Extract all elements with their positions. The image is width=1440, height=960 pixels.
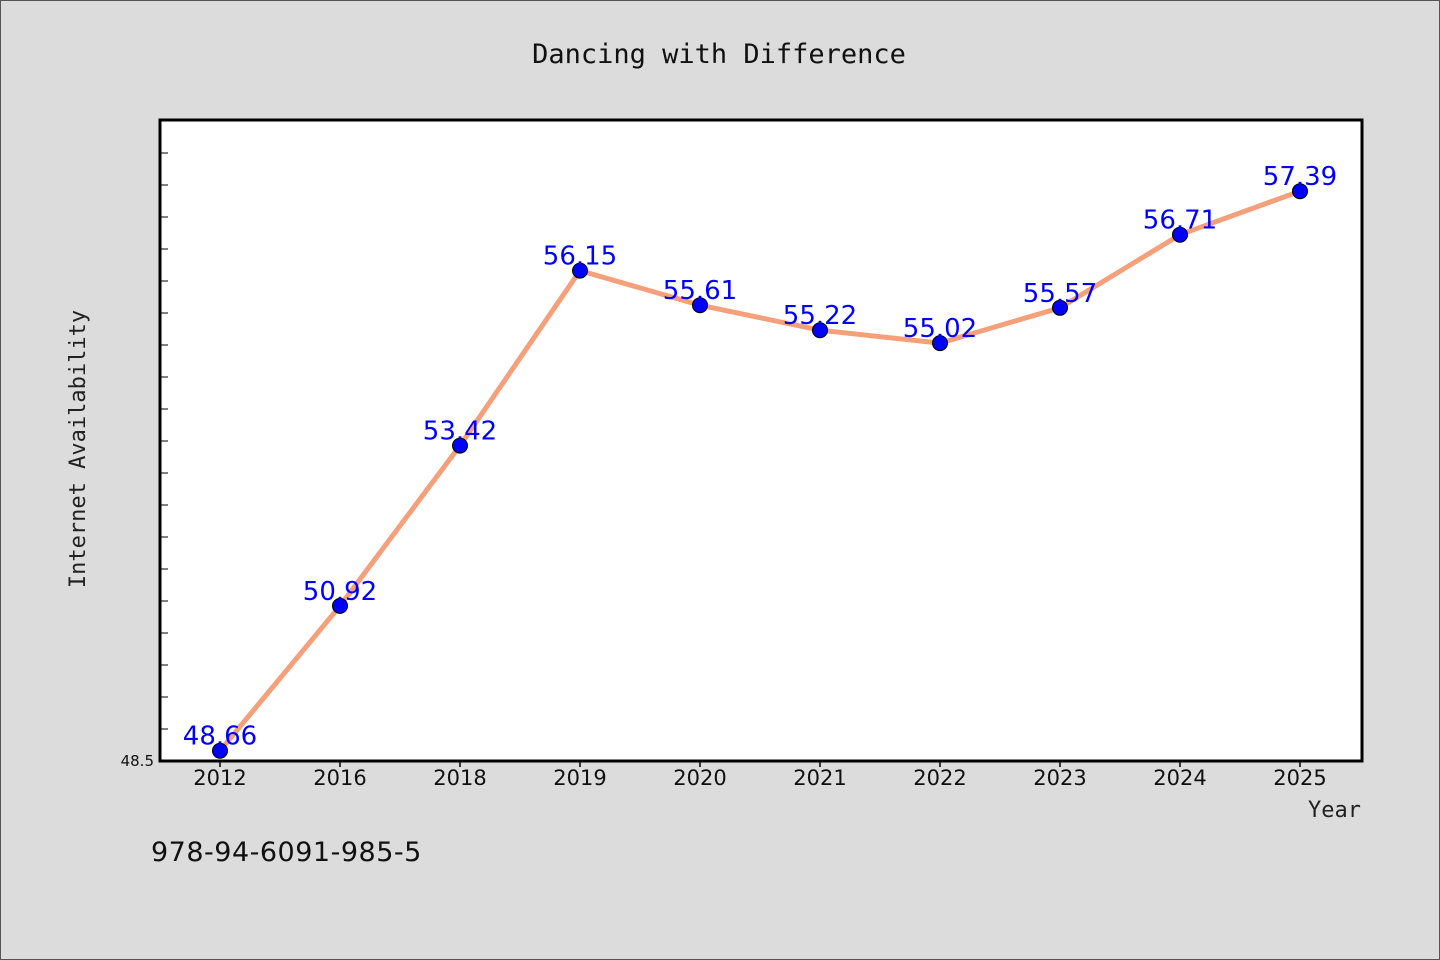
x-tick-label: 2024 xyxy=(1153,766,1206,790)
data-label: 55.02 xyxy=(903,314,977,344)
x-tick-label: 2016 xyxy=(313,766,366,790)
chart-title: Dancing with Difference xyxy=(532,39,906,70)
x-tick-label: 2018 xyxy=(433,766,486,790)
data-point xyxy=(212,742,228,759)
x-tick-label: 2025 xyxy=(1273,766,1326,790)
y-axis-ticks: 48.5 xyxy=(121,752,154,770)
y-tick-label: 48.5 xyxy=(121,752,154,770)
data-point xyxy=(452,437,468,454)
data-label: 56.71 xyxy=(1143,206,1217,236)
y-axis-label: Internet Availability xyxy=(66,310,91,588)
data-point xyxy=(1052,299,1068,316)
data-label: 50.92 xyxy=(303,577,377,607)
data-label: 55.57 xyxy=(1023,279,1097,309)
data-point xyxy=(812,322,828,339)
data-point xyxy=(932,335,948,352)
isbn-text: 978-94-6091-985-5 xyxy=(151,837,422,868)
data-point xyxy=(692,297,708,314)
data-label: 55.61 xyxy=(663,276,737,306)
data-labels: 48.66 50.92 53.42 56.15 55.61 55.22 55.02 55.57… xyxy=(183,162,1337,752)
data-label: 55.22 xyxy=(783,301,857,331)
data-label: 56.15 xyxy=(543,242,617,272)
data-point xyxy=(572,262,588,279)
x-tick-label: 2022 xyxy=(913,766,966,790)
series-line xyxy=(218,188,1301,753)
x-axis-label: Year xyxy=(1308,798,1361,823)
data-point xyxy=(1292,183,1308,200)
data-label: 48.66 xyxy=(183,722,257,752)
data-point xyxy=(332,597,348,614)
data-label: 53.42 xyxy=(423,417,497,447)
x-axis-ticks: 2012 2016 2018 2019 2020 2021 2022 2023 2024 2025 xyxy=(193,761,1327,790)
x-tick-label: 2021 xyxy=(793,766,846,790)
data-point xyxy=(1172,226,1188,243)
y-axis-minor-ticks xyxy=(160,152,168,730)
x-tick-label: 2023 xyxy=(1033,766,1086,790)
data-label: 57.39 xyxy=(1263,162,1337,192)
x-tick-label: 2020 xyxy=(673,766,726,790)
plot-area xyxy=(158,118,1364,763)
series-markers xyxy=(212,183,1308,759)
x-tick-label: 2012 xyxy=(193,766,246,790)
x-tick-label: 2019 xyxy=(553,766,606,790)
